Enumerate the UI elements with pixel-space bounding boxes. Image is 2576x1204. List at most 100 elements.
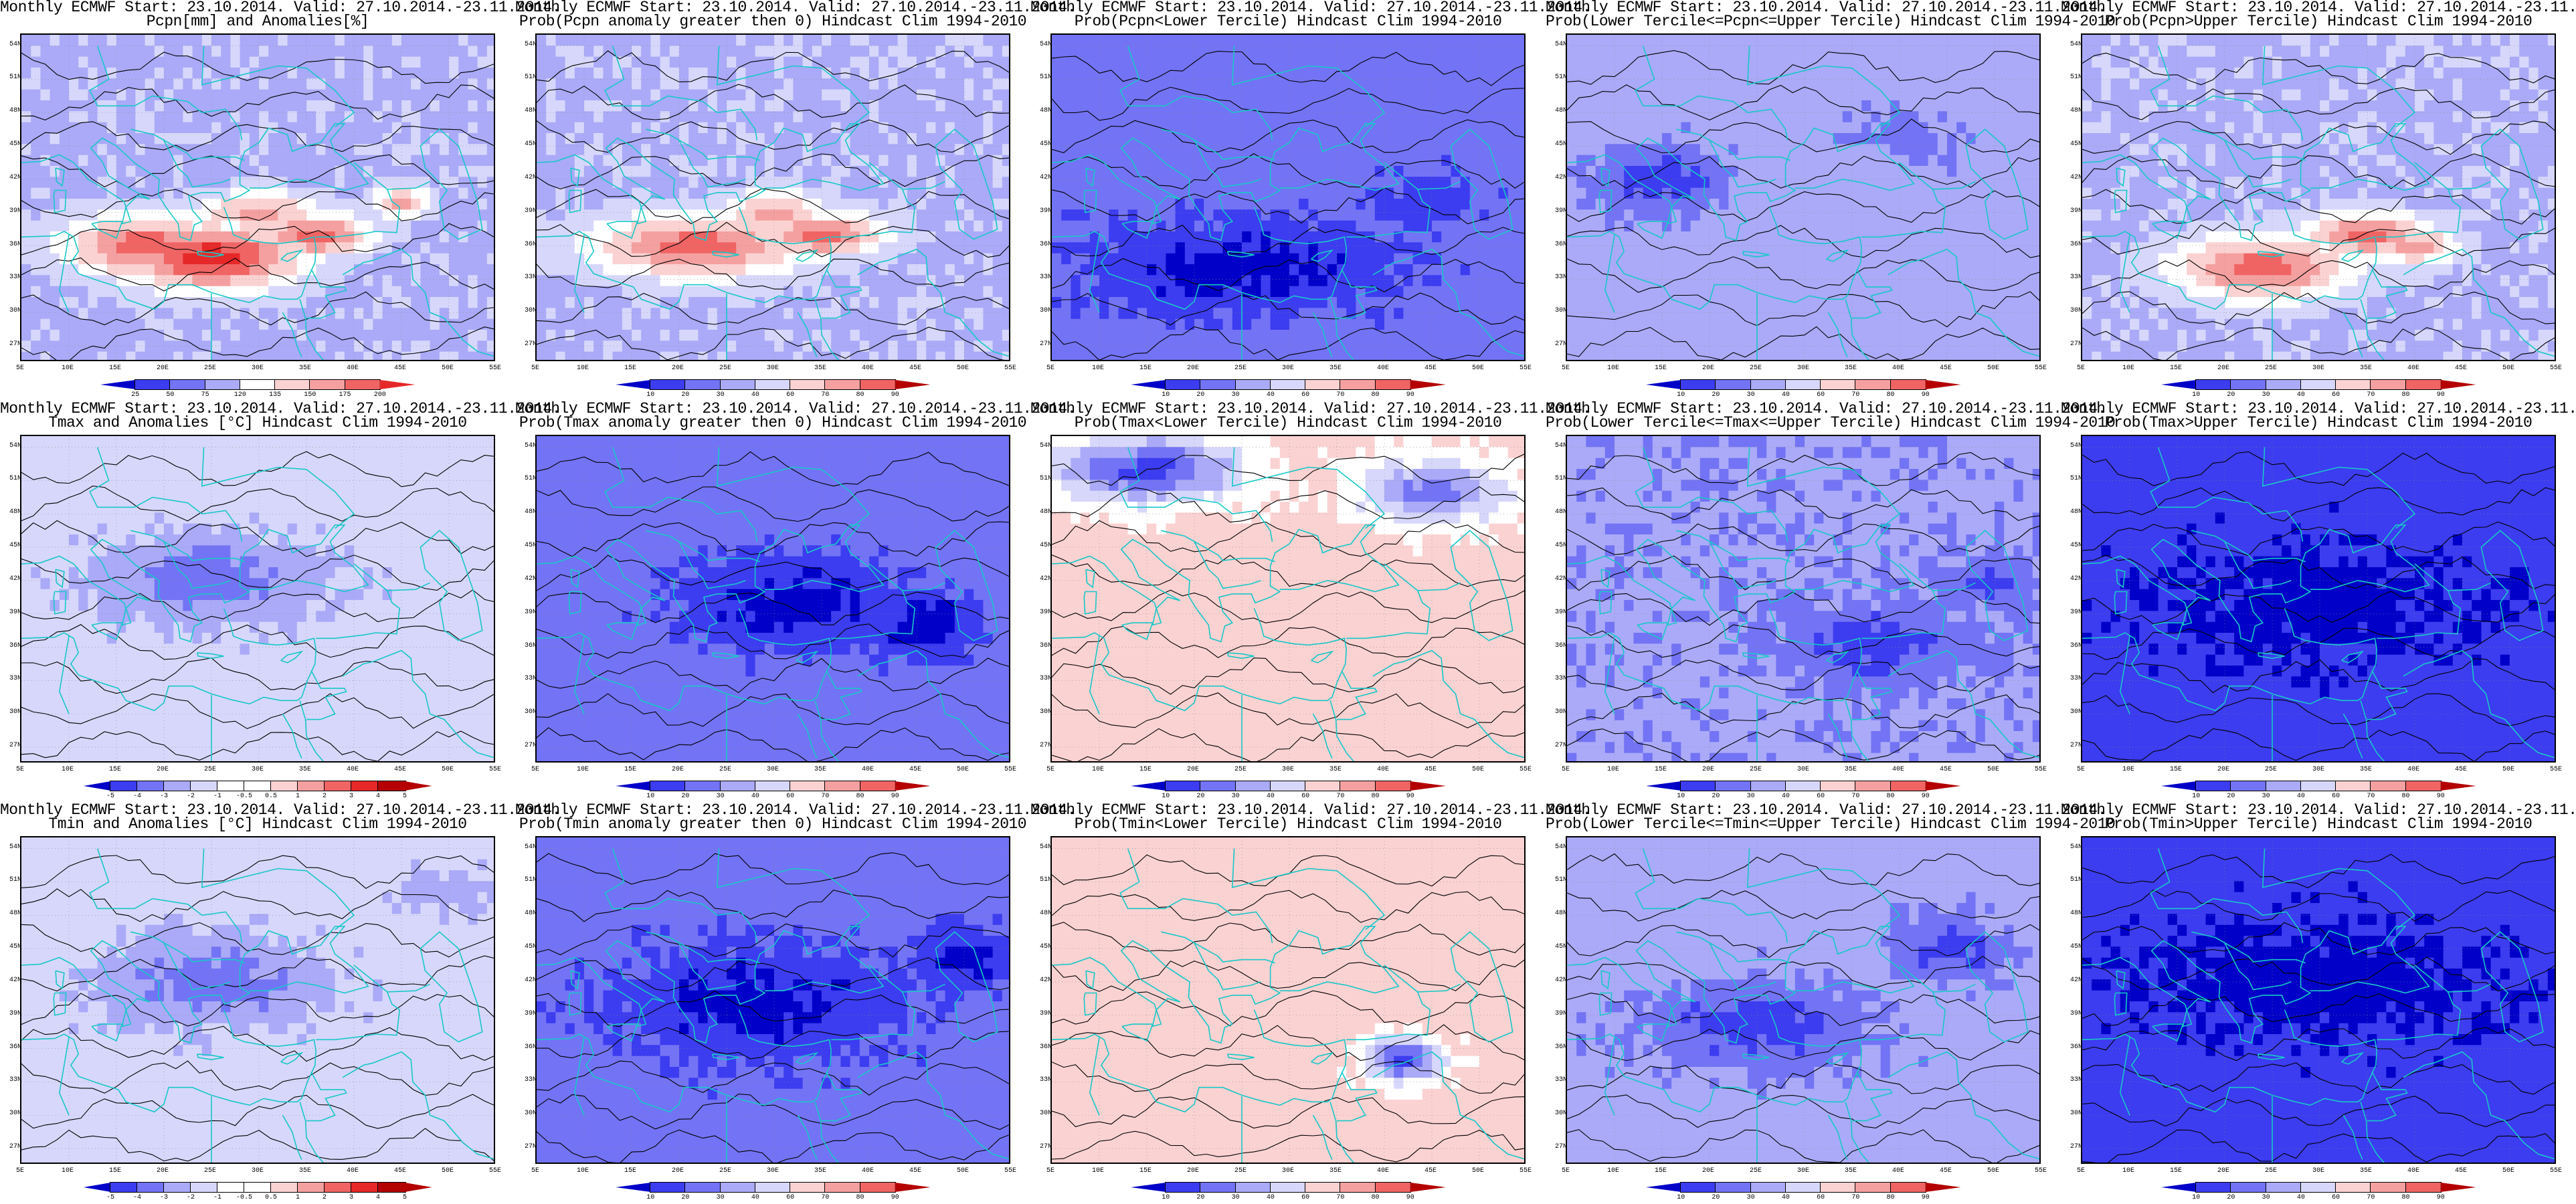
contour-lines xyxy=(21,855,494,1162)
colorbar-tick-label: -4 xyxy=(133,793,141,800)
colorbar-tick-label: -5 xyxy=(106,793,114,800)
lon-label: 40E xyxy=(862,766,874,773)
lon-label: 10E xyxy=(1607,766,1619,773)
panel-title-line1: Monthly ECMWF Start: 23.10.2014. Valid: … xyxy=(1030,0,1592,15)
lon-label: 55E xyxy=(1520,365,1532,372)
map-panel: Monthly ECMWF Start: 23.10.2014. Valid: … xyxy=(2061,803,2576,1204)
colorbar-segment xyxy=(2265,781,2302,791)
lon-label: 40E xyxy=(347,1167,359,1175)
colorbar-segment xyxy=(270,1182,299,1193)
colorbar-segment xyxy=(1234,781,1272,791)
lon-label: 25E xyxy=(2265,365,2277,372)
lon-label: 50E xyxy=(2502,766,2514,773)
lon-label: 25E xyxy=(1750,365,1762,372)
forecast-map xyxy=(537,436,1009,761)
lat-label: 48N xyxy=(4,910,21,917)
lat-label: 36N xyxy=(4,642,21,649)
lat-label: 48N xyxy=(2065,508,2082,516)
lat-label: 45N xyxy=(2065,140,2082,148)
lat-label: 27N xyxy=(4,1143,21,1150)
lon-label: 10E xyxy=(62,365,74,372)
colorbar-segment xyxy=(1855,781,1892,791)
colorbar-segment xyxy=(2161,380,2197,389)
colorbar-tick-label: 3 xyxy=(349,793,353,800)
colorbar-tick-label: 70 xyxy=(1851,391,1859,399)
lon-label: 55E xyxy=(1004,365,1016,372)
lat-label: 27N xyxy=(1034,1143,1052,1150)
colorbar-tick-label: 80 xyxy=(1372,793,1380,800)
colorbar-segment xyxy=(1750,379,1787,390)
colorbar-tick-label: 40 xyxy=(1782,391,1790,399)
lon-label: 5E xyxy=(2077,766,2085,773)
lat-label: 48N xyxy=(2065,910,2082,917)
lat-label: 30N xyxy=(2065,1110,2082,1117)
lat-label: 51N xyxy=(1550,74,1567,81)
lat-label: 33N xyxy=(1550,675,1567,682)
colorbar-segment xyxy=(1200,781,1237,791)
lat-label: 36N xyxy=(1550,241,1567,248)
colorbar-segment xyxy=(84,1183,111,1192)
lat-label: 42N xyxy=(4,977,21,984)
lat-label: 45N xyxy=(1550,542,1567,549)
lon-label: 50E xyxy=(442,1167,454,1175)
colorbar-segment xyxy=(270,781,299,791)
colorbar-segment xyxy=(824,1182,862,1193)
lon-label: 40E xyxy=(2407,766,2419,773)
lat-label: 36N xyxy=(4,1043,21,1051)
forecast-map xyxy=(2082,436,2555,761)
colorbar-segment xyxy=(2405,379,2442,390)
map-panel: Monthly ECMWF Start: 23.10.2014. Valid: … xyxy=(1030,401,1592,803)
colorbar-segment xyxy=(1374,379,1412,390)
colorbar xyxy=(1131,781,1446,791)
lat-label: 48N xyxy=(519,910,537,917)
colorbar-tick-label: 70 xyxy=(2367,391,2375,399)
lon-label: 15E xyxy=(109,1167,121,1175)
map-frame xyxy=(20,836,495,1164)
colorbar-tick-label: 90 xyxy=(1922,1194,1930,1201)
lat-label: 36N xyxy=(519,1043,537,1051)
lon-label: 20E xyxy=(1187,1167,1199,1175)
shaded-field xyxy=(537,436,1009,761)
map-panel: Monthly ECMWF Start: 23.10.2014. Valid: … xyxy=(1546,0,2116,401)
colorbar-segment xyxy=(163,1182,192,1193)
colorbar-tick-label: 70 xyxy=(821,391,829,399)
lon-label: 5E xyxy=(531,1167,539,1175)
lat-label: 51N xyxy=(4,475,21,482)
map-panel: Monthly ECMWF Start: 23.10.2014. Valid: … xyxy=(1546,401,2116,803)
colorbar-segment xyxy=(754,379,792,390)
colorbar-segment xyxy=(2335,1182,2372,1193)
colorbar-segment xyxy=(1784,1182,1822,1193)
colorbar-segment xyxy=(754,781,792,791)
lon-label: 55E xyxy=(489,766,501,773)
colorbar-segment xyxy=(244,1182,272,1193)
lat-label: 27N xyxy=(519,742,537,749)
forecast-map xyxy=(1567,35,2039,360)
colorbar-segment xyxy=(1646,380,1681,389)
colorbar-segment xyxy=(859,1182,897,1193)
shaded-field xyxy=(21,837,494,1163)
contour-lines xyxy=(21,52,494,360)
panel-title-line2: Prob(Lower Tercile<=Pcpn<=Upper Tercile)… xyxy=(1546,14,2116,29)
colorbar-segment xyxy=(351,1182,379,1193)
lon-label: 5E xyxy=(1046,1167,1054,1175)
lon-label: 40E xyxy=(2407,365,2419,372)
colorbar-tick-label: 60 xyxy=(1301,391,1309,399)
lon-label: 10E xyxy=(1607,1167,1619,1175)
lat-label: 27N xyxy=(1550,1143,1567,1150)
lat-label: 54N xyxy=(519,41,537,48)
colorbar-segment xyxy=(1820,379,1857,390)
lon-label: 35E xyxy=(2360,1167,2372,1175)
lon-label: 20E xyxy=(2217,365,2229,372)
colorbar-segment xyxy=(190,1182,219,1193)
lon-label: 25E xyxy=(719,1167,731,1175)
colorbar-tick-label: 10 xyxy=(2192,1194,2200,1201)
lat-label: 51N xyxy=(2065,475,2082,482)
colorbar-segment xyxy=(1680,781,1717,791)
lon-label: 5E xyxy=(16,1167,24,1175)
contour-lines xyxy=(2082,52,2555,360)
forecast-map xyxy=(537,35,1009,360)
colorbar-tick-label: 70 xyxy=(821,1194,829,1201)
coastlines xyxy=(1567,447,2039,761)
colorbar-tick-label: 4 xyxy=(376,1194,380,1201)
colorbar-segment xyxy=(1200,379,1237,390)
